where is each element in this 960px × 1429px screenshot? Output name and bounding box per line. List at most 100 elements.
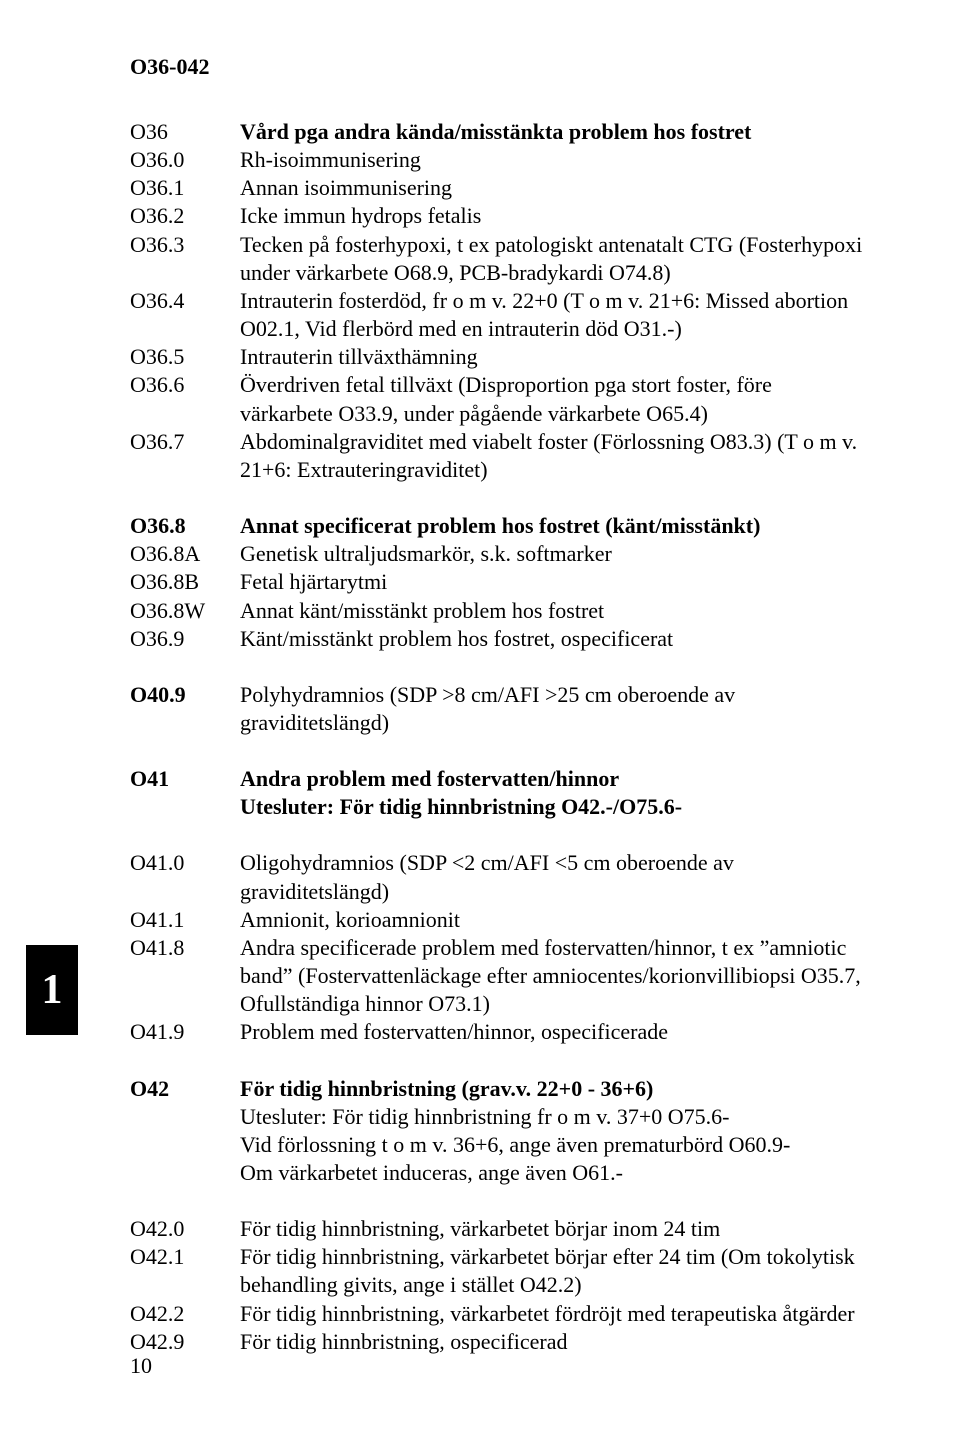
entry-text-line: Känt/misstänkt problem hos fostret, ospe… (240, 626, 673, 651)
code-entry: O36.3Tecken på fosterhypoxi, t ex patolo… (130, 231, 870, 287)
code-entry: O41.1Amnionit, korioamnionit (130, 906, 870, 934)
entry-text: Intrauterin fosterdöd, fr o m v. 22+0 (T… (240, 287, 870, 343)
entry-code: O41.8 (130, 934, 240, 962)
entry-text-line: Fetal hjärtarytmi (240, 569, 387, 594)
entry-code: O36.8A (130, 540, 240, 568)
entry-text-line: Polyhydramnios (SDP >8 cm/AFI >25 cm obe… (240, 682, 735, 735)
entry-text: Tecken på fosterhypoxi, t ex patologiskt… (240, 231, 870, 287)
entry-text: Problem med fostervatten/hinnor, ospecif… (240, 1018, 870, 1046)
entry-text-line: Utesluter: För tidig hinnbristning O42.-… (240, 794, 682, 819)
entry-text: Andra problem med fostervatten/hinnor Ute… (240, 765, 870, 821)
code-entry: O36.8WAnnat känt/misstänkt problem hos f… (130, 597, 870, 625)
entry-text: Överdriven fetal tillväxt (Disproportion… (240, 371, 870, 427)
entry-text-line: För tidig hinnbristning, värkarbetet bör… (240, 1244, 855, 1297)
entry-code: O41.0 (130, 849, 240, 877)
entry-text-line: Oligohydramnios (SDP <2 cm/AFI <5 cm obe… (240, 850, 734, 903)
entry-text-line: Abdominalgraviditet med viabelt foster (… (240, 429, 857, 482)
entry-text: Icke immun hydrops fetalis (240, 202, 870, 230)
code-entry: O36.2Icke immun hydrops fetalis (130, 202, 870, 230)
entry-text: Annat specificerat problem hos fostret (… (240, 512, 870, 540)
entry-code: O41 (130, 765, 240, 793)
section: O42För tidig hinnbristning (grav.v. 22+0… (130, 1075, 870, 1188)
code-entry: O42För tidig hinnbristning (grav.v. 22+0… (130, 1075, 870, 1188)
entry-code: O36.5 (130, 343, 240, 371)
entry-text-line: Annan isoimmunisering (240, 175, 452, 200)
entry-code: O36.1 (130, 174, 240, 202)
sections-container: O36Vård pga andra kända/misstänkta probl… (130, 118, 870, 1356)
entry-text-line: Utesluter: För tidig hinnbristning fr o … (240, 1104, 729, 1129)
entry-code: O36.0 (130, 146, 240, 174)
side-tab: 1 (26, 945, 78, 1035)
entry-code: O42.2 (130, 1300, 240, 1328)
document-page: O36-042 O36Vård pga andra kända/misstänk… (0, 0, 960, 1429)
code-entry: O42.9För tidig hinnbristning, ospecifice… (130, 1328, 870, 1356)
entry-text-line: Intrauterin fosterdöd, fr o m v. 22+0 (T… (240, 288, 848, 341)
code-entry: O40.9Polyhydramnios (SDP >8 cm/AFI >25 c… (130, 681, 870, 737)
code-entry: O36Vård pga andra kända/misstänkta probl… (130, 118, 870, 146)
entry-text-line: För tidig hinnbristning, värkarbetet för… (240, 1301, 855, 1326)
entry-text-line: Problem med fostervatten/hinnor, ospecif… (240, 1019, 668, 1044)
code-entry: O42.0För tidig hinnbristning, värkarbete… (130, 1215, 870, 1243)
code-entry: O36.8AGenetisk ultraljudsmarkör, s.k. so… (130, 540, 870, 568)
entry-code: O36.7 (130, 428, 240, 456)
entry-text: Rh-isoimmunisering (240, 146, 870, 174)
code-entry: O41.8Andra specificerade problem med fos… (130, 934, 870, 1018)
entry-text-line: Amnionit, korioamnionit (240, 907, 460, 932)
entry-text-line: Överdriven fetal tillväxt (Disproportion… (240, 372, 772, 425)
entry-text: Annan isoimmunisering (240, 174, 870, 202)
entry-text: För tidig hinnbristning, värkarbetet för… (240, 1300, 870, 1328)
code-entry: O41.9Problem med fostervatten/hinnor, os… (130, 1018, 870, 1046)
code-entry: O42.1För tidig hinnbristning, värkarbete… (130, 1243, 870, 1299)
entry-code: O36.6 (130, 371, 240, 399)
entry-text: Amnionit, korioamnionit (240, 906, 870, 934)
entry-text-line: Vård pga andra kända/misstänkta problem … (240, 119, 751, 144)
code-entry: O36.9Känt/misstänkt problem hos fostret,… (130, 625, 870, 653)
code-entry: O41Andra problem med fostervatten/hinnor… (130, 765, 870, 821)
entry-text: För tidig hinnbristning, värkarbetet bör… (240, 1243, 870, 1299)
entry-text: Intrauterin tillväxthämning (240, 343, 870, 371)
entry-text-line: Andra specificerade problem med fosterva… (240, 935, 861, 1016)
section: O36.8Annat specificerat problem hos fost… (130, 512, 870, 653)
entry-text: Genetisk ultraljudsmarkör, s.k. softmark… (240, 540, 870, 568)
section: O41Andra problem med fostervatten/hinnor… (130, 765, 870, 821)
entry-code: O42.9 (130, 1328, 240, 1356)
section: O41.0Oligohydramnios (SDP <2 cm/AFI <5 c… (130, 849, 870, 1046)
entry-code: O36.9 (130, 625, 240, 653)
entry-code: O42.0 (130, 1215, 240, 1243)
entry-text-line: Vid förlossning t o m v. 36+6, ange även… (240, 1132, 790, 1157)
entry-text: Annat känt/misstänkt problem hos fostret (240, 597, 870, 625)
entry-code: O36.4 (130, 287, 240, 315)
entry-text: Fetal hjärtarytmi (240, 568, 870, 596)
entry-code: O36.8 (130, 512, 240, 540)
entry-text-line: Rh-isoimmunisering (240, 147, 421, 172)
entry-text-line: För tidig hinnbristning, värkarbetet bör… (240, 1216, 720, 1241)
section: O42.0För tidig hinnbristning, värkarbete… (130, 1215, 870, 1356)
entry-text: Oligohydramnios (SDP <2 cm/AFI <5 cm obe… (240, 849, 870, 905)
entry-text-line: Tecken på fosterhypoxi, t ex patologiskt… (240, 232, 862, 285)
entry-code: O36.8W (130, 597, 240, 625)
entry-text: Abdominalgraviditet med viabelt foster (… (240, 428, 870, 484)
entry-code: O41.9 (130, 1018, 240, 1046)
code-entry: O36.7Abdominalgraviditet med viabelt fos… (130, 428, 870, 484)
entry-code: O36.8B (130, 568, 240, 596)
page-header-code: O36-042 (130, 54, 870, 80)
entry-text: För tidig hinnbristning, värkarbetet bör… (240, 1215, 870, 1243)
entry-code: O42.1 (130, 1243, 240, 1271)
page-number: 10 (130, 1353, 152, 1379)
code-entry: O36.8BFetal hjärtarytmi (130, 568, 870, 596)
entry-text: Känt/misstänkt problem hos fostret, ospe… (240, 625, 870, 653)
entry-text-line: Annat specificerat problem hos fostret (… (240, 513, 760, 538)
entry-text-heading: För tidig hinnbristning (grav.v. 22+0 - … (240, 1076, 653, 1101)
entry-code: O36.3 (130, 231, 240, 259)
entry-text-line: Om värkarbetet induceras, ange även O61.… (240, 1160, 623, 1185)
code-entry: O36.6Överdriven fetal tillväxt (Dispropo… (130, 371, 870, 427)
code-entry: O36.8Annat specificerat problem hos fost… (130, 512, 870, 540)
code-entry: O36.0Rh-isoimmunisering (130, 146, 870, 174)
entry-code: O42 (130, 1075, 240, 1103)
entry-code: O36.2 (130, 202, 240, 230)
entry-text-line: Icke immun hydrops fetalis (240, 203, 481, 228)
entry-text-line: Andra problem med fostervatten/hinnor (240, 766, 619, 791)
entry-code: O36 (130, 118, 240, 146)
code-entry: O36.4Intrauterin fosterdöd, fr o m v. 22… (130, 287, 870, 343)
entry-text-line: Annat känt/misstänkt problem hos fostret (240, 598, 604, 623)
